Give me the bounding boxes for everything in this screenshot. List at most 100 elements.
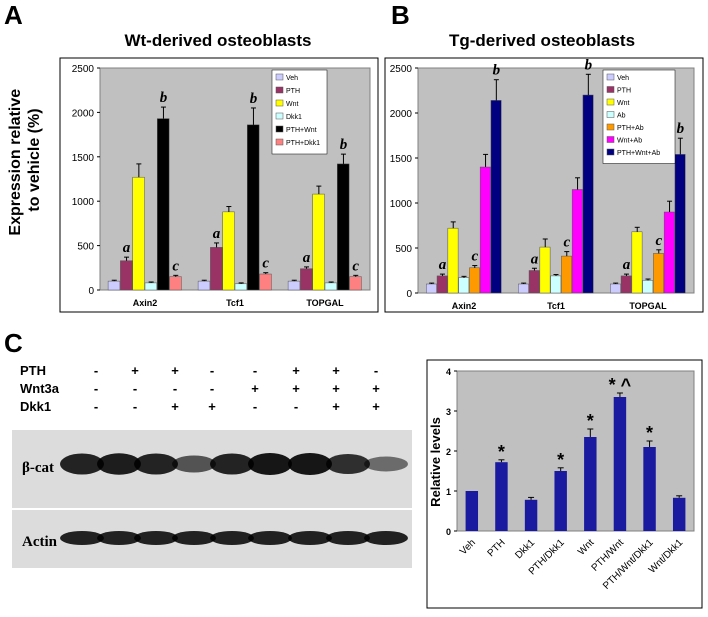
actin-band [60,531,104,545]
category-label-Veh: Veh [458,537,478,557]
y-tick-label: 0 [88,286,94,297]
actin-band [134,531,178,545]
actin-band [172,531,216,545]
bar-PTH/Wnt/Dkk1 [643,447,656,531]
bar-Veh [465,491,479,531]
treatment-sign: + [251,381,259,396]
beta-cat-band [248,453,292,475]
bar-PTH-TOPGAL [620,275,632,294]
y-tick-label: 2 [446,447,451,457]
plot-background [456,370,695,532]
bar-Veh-Tcf1 [518,283,529,294]
legend-swatch-PTH+Wnt [275,125,284,133]
treatment-label-PTH: PTH [20,363,46,378]
bar-PTH+Wnt-Tcf1 [247,124,260,291]
annotation-label: a [439,257,447,273]
bar-PTH+Dkk1-Axin2 [169,276,182,291]
bar-PTH+Wnt-Axin2 [157,118,170,291]
significance-label: * [646,423,653,443]
bar-PTH-Axin2 [436,275,448,294]
y-tick-label: 2000 [390,109,413,120]
panel-a-plot-area: 0 500 1000 1500 2000 2500 a b c Axin2 a b c Tcf1 a b c TO… [72,64,371,308]
bar-PTH+Ab-Tcf1 [561,255,572,294]
treatment-sign: + [171,363,179,378]
actin-band [288,531,332,545]
significance-label: * [557,450,564,470]
legend-swatch-Ab [606,111,615,118]
treatment-sign: + [332,381,340,396]
bar-PTH+Dkk1-TOPGAL [349,276,362,291]
treatment-table: PTH - + + - - + + - Wnt3a - - - - + + + + Dkk1 - - + + - - + + [20,363,380,414]
panel-c-frame [426,359,703,609]
y-tick-label: 1500 [72,153,95,164]
actin-band [326,531,370,545]
significance-label: * [587,411,594,431]
legend-label-Wnt: Wnt [617,100,630,107]
treatment-sign: + [131,363,139,378]
bar-Ab-Tcf1 [550,275,562,294]
legend-label-PTH+Ab: PTH+Ab [617,125,644,132]
treatment-label-Wnt3a: Wnt3a [20,381,60,396]
bar-Wnt-TOPGAL [631,231,643,294]
y-tick-label: 1000 [72,197,95,208]
y-axis-label-line1: Expression relative [7,89,24,236]
panel-b-title: Tg-derived osteoblasts [449,31,635,50]
y-tick-label: 0 [446,527,451,537]
bar-Dkk1 [524,499,538,531]
bar-Veh-TOPGAL [287,280,301,291]
treatment-sign: - [94,399,98,414]
legend-label-Wnt+Ab: Wnt+Ab [617,138,642,145]
legend-label-PTH: PTH [617,88,631,95]
bar-PTH+Ab-Axin2 [469,267,480,294]
annotation-label: a [213,226,221,242]
annotation-label: b [250,91,258,107]
bar-Wnt+Ab-Tcf1 [571,189,583,294]
bar-Wnt-TOPGAL [312,193,325,291]
shared-y-axis-label: Expression relative to vehicle (%) [7,84,43,235]
legend-label-PTH+Wnt: PTH+Wnt [286,127,317,134]
bar-Veh-Axin2 [107,280,121,291]
legend-label-PTH: PTH [286,88,300,95]
bar-Dkk1-Tcf1 [234,283,248,291]
y-axis-label-line2: to vehicle (%) [26,108,43,211]
annotation-label: b [493,63,501,79]
legend-label-PTH+Wnt+Ab: PTH+Wnt+Ab [617,150,660,157]
treatment-sign: + [208,399,216,414]
annotation-label: a [623,257,631,273]
panel-a-chart: Wt-derived osteoblasts 0 500 1000 1500 2000 2… [59,31,379,313]
actin-band [210,531,254,545]
bar-PTH+Wnt+Ab-TOPGAL [674,154,686,294]
treatment-sign: - [173,381,177,396]
treatment-sign: + [332,399,340,414]
annotation-label: b [677,121,685,137]
legend-swatch-Wnt [606,98,615,106]
bar-PTH+Dkk1-Tcf1 [259,273,272,291]
panel-letter-c: C [4,328,23,358]
legend-swatch-Veh [275,73,284,81]
treatment-sign: + [171,399,179,414]
western-blot: PTH - + + - - + + - Wnt3a - - - - + + + + Dkk1 - - + + - - + + β-c… [12,363,412,568]
panel-a-frame [59,57,379,313]
treatment-sign: - [374,363,378,378]
beta-cat-band [172,455,216,473]
legend-label-Wnt: Wnt [286,101,299,108]
bar-PTH-TOPGAL [300,268,313,291]
treatment-sign: - [210,363,214,378]
panel-b-plot-area: 0 500 1000 1500 2000 2500 a c b Axin2 a c b Tcf1 a c b TO… [390,57,695,311]
y-tick-label: 1500 [390,154,413,165]
legend-swatch-PTH+Dkk1 [275,138,284,146]
bar-Wnt/Dkk1 [672,497,686,531]
bar-Veh-Tcf1 [197,280,211,291]
bar-Veh-Axin2 [426,283,437,294]
legend-swatch-Veh [606,73,615,81]
category-label-Dkk1: Dkk1 [513,537,537,561]
treatment-sign: - [133,381,137,396]
treatment-sign: - [253,363,257,378]
beta-cat-band [97,453,141,475]
bar-PTH/Dkk1 [554,471,567,531]
category-label-Axin2: Axin2 [452,301,477,311]
y-tick-label: 0 [406,289,412,300]
bar-PTH-Tcf1 [528,270,540,294]
legend-swatch-PTH+Wnt+Ab [606,148,615,156]
bar-PTH [495,462,508,531]
